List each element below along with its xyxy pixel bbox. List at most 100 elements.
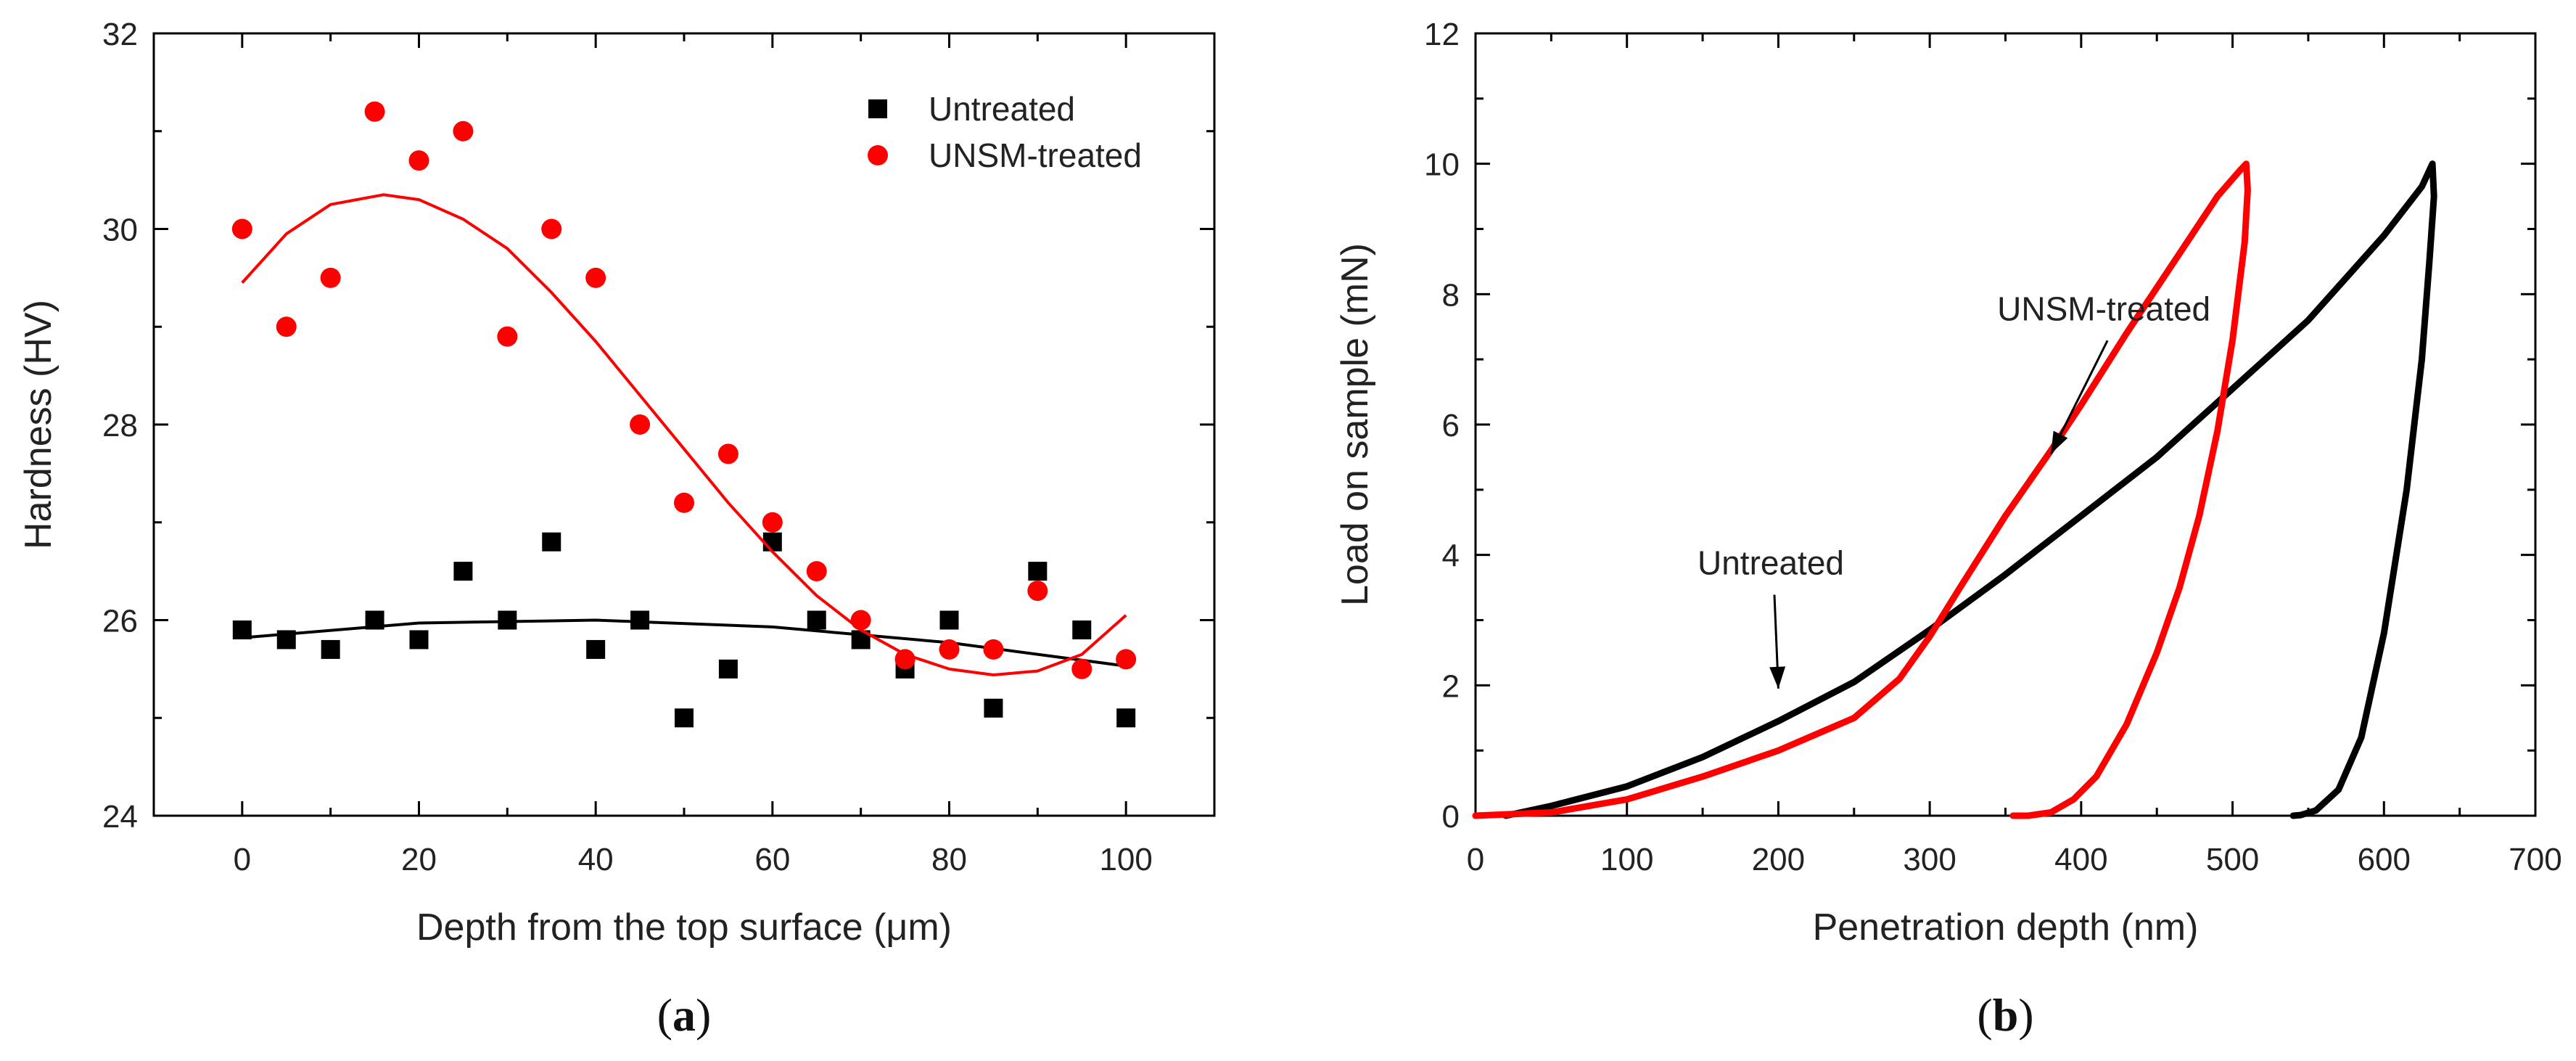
y-tick-label: 0 — [1442, 799, 1460, 835]
data-point — [276, 630, 296, 650]
data-point — [1116, 708, 1136, 728]
x-tick-label: 60 — [754, 842, 790, 877]
data-point — [674, 492, 694, 513]
data-point — [762, 512, 783, 533]
data-point — [321, 639, 340, 659]
x-axis-label: Depth from the top surface (μm) — [416, 906, 952, 949]
data-point — [232, 620, 252, 639]
data-point — [409, 630, 429, 650]
series-2 — [231, 101, 1137, 679]
data-point — [498, 610, 517, 630]
data-point — [585, 267, 606, 288]
data-point — [630, 610, 650, 630]
x-tick-label: 500 — [2206, 842, 2259, 877]
annotation-label: Untreated — [1698, 544, 1844, 582]
series-line — [1502, 160, 2437, 819]
annotation: UNSM-treated — [1997, 290, 2210, 455]
x-tick-label: 600 — [2358, 842, 2411, 877]
x-axis-label: Penetration depth (nm) — [1813, 906, 2199, 949]
panel-label-open: ( — [1977, 989, 1992, 1041]
data-point — [453, 562, 473, 581]
data-point — [541, 218, 562, 239]
y-tick-label: 2 — [1442, 668, 1460, 704]
data-point — [586, 639, 606, 659]
y-axis-label: Hardness (HV) — [17, 300, 59, 549]
x-tick-label: 0 — [234, 842, 251, 877]
x-tick-label: 100 — [1099, 842, 1152, 877]
data-point — [894, 649, 915, 670]
fit-line — [242, 618, 1127, 668]
data-point — [497, 326, 518, 347]
data-point — [1027, 581, 1048, 602]
data-point — [939, 639, 960, 660]
y-tick-label: 4 — [1442, 538, 1460, 574]
panel-label-close: ) — [696, 989, 711, 1041]
data-point — [365, 610, 384, 630]
x-tick-label: 100 — [1600, 842, 1653, 877]
data-point — [850, 610, 871, 631]
data-point — [364, 101, 385, 122]
panel-label-letter: a — [672, 989, 696, 1041]
legend-marker — [868, 99, 887, 118]
annotation-arrowhead — [1769, 666, 1786, 689]
data-point — [718, 659, 738, 679]
panel-label: (a) — [657, 989, 712, 1041]
data-point — [807, 610, 826, 630]
chart-1: 0 20 40 60 80 100 24 26 28 30 32 Depth from the top… — [17, 17, 1216, 1041]
annotation-arrowhead — [2051, 430, 2068, 454]
data-point — [453, 120, 474, 142]
data-point — [542, 532, 561, 552]
y-tick-label: 8 — [1442, 277, 1460, 313]
y-axis-label: Load on sample (mN) — [1334, 243, 1376, 606]
x-tick-label: 80 — [931, 842, 967, 877]
series-1 — [232, 532, 1136, 728]
y-tick-label: 28 — [102, 408, 138, 443]
data-point — [984, 698, 1003, 718]
x-tick-label: 700 — [2509, 842, 2561, 877]
x-tick-label: 40 — [578, 842, 614, 877]
y-tick-label: 30 — [102, 213, 138, 248]
data-point — [717, 443, 738, 464]
x-tick-label: 400 — [2054, 842, 2107, 877]
data-point — [675, 708, 694, 728]
panel-label-letter: b — [1993, 989, 2019, 1041]
data-point — [806, 561, 827, 582]
y-tick-label: 12 — [1424, 17, 1460, 52]
series-2 — [1472, 160, 2251, 819]
plot-frame — [1474, 32, 2537, 817]
annotation: Untreated — [1698, 544, 1844, 689]
panel-label: (b) — [1977, 989, 2033, 1041]
data-point — [983, 639, 1004, 660]
chart-2: 0 100 200 300 400 500 600 700 0 2 4 6 8 10 12 Penetrati… — [1334, 17, 2562, 1041]
x-tick-label: 20 — [401, 842, 437, 877]
fit-line — [241, 193, 1127, 676]
y-tick-label: 24 — [102, 799, 138, 835]
data-point — [1071, 658, 1092, 679]
data-point — [1028, 562, 1048, 581]
y-tick-label: 26 — [102, 604, 138, 639]
y-tick-label: 10 — [1424, 147, 1460, 183]
data-point — [939, 610, 959, 630]
data-point — [231, 218, 252, 239]
legend-label: Untreated — [929, 90, 1075, 128]
legend-marker — [868, 145, 888, 165]
series-1 — [1502, 160, 2437, 819]
panel-label-close: ) — [2018, 989, 2033, 1041]
y-tick-label: 6 — [1442, 408, 1460, 443]
data-point — [276, 316, 297, 337]
data-point — [320, 267, 341, 288]
y-tick-label: 32 — [102, 17, 138, 52]
legend: Untreated UNSM-treated — [868, 90, 1142, 174]
x-tick-label: 0 — [1467, 842, 1484, 877]
data-point — [1072, 620, 1092, 639]
legend-label: UNSM-treated — [929, 136, 1142, 174]
data-point — [762, 532, 782, 552]
data-point — [1116, 649, 1137, 670]
series-line — [1472, 160, 2251, 819]
panel-label-open: ( — [657, 989, 672, 1041]
annotation-label: UNSM-treated — [1997, 290, 2210, 327]
x-tick-label: 200 — [1752, 842, 1805, 877]
data-point — [630, 414, 651, 435]
data-point — [408, 150, 429, 171]
